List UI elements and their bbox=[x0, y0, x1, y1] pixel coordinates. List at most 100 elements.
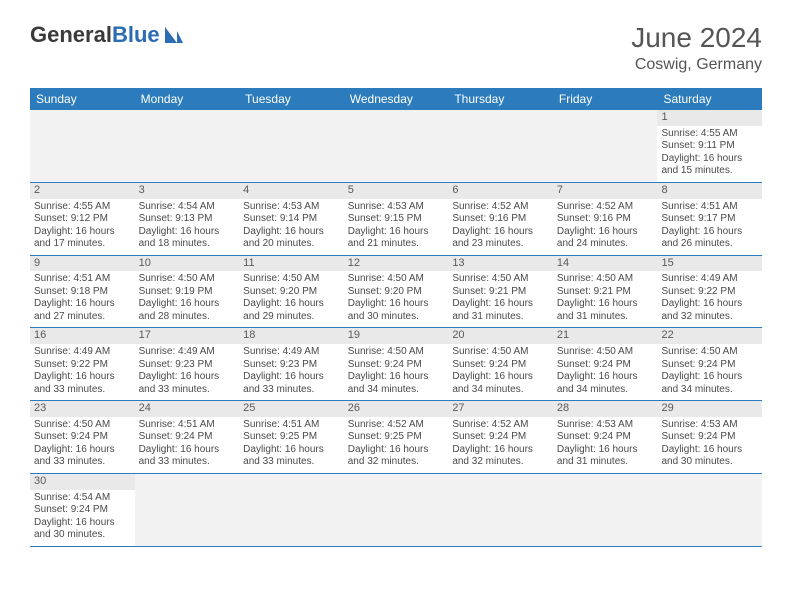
sunrise-text: Sunrise: 4:50 AM bbox=[348, 273, 445, 286]
calendar-week: 30Sunrise: 4:54 AMSunset: 9:24 PMDayligh… bbox=[30, 474, 762, 547]
day-number: 26 bbox=[344, 401, 449, 417]
calendar-cell-empty: . bbox=[344, 110, 449, 182]
day-number: 21 bbox=[553, 328, 658, 344]
sunrise-text: Sunrise: 4:55 AM bbox=[34, 201, 131, 214]
sunrise-text: Sunrise: 4:50 AM bbox=[243, 273, 340, 286]
calendar-cell: 27Sunrise: 4:52 AMSunset: 9:24 PMDayligh… bbox=[448, 401, 553, 473]
daylight-text: and 29 minutes. bbox=[243, 311, 340, 324]
daylight-text: and 33 minutes. bbox=[243, 456, 340, 469]
dayhdr-tue: Tuesday bbox=[239, 88, 344, 110]
sunrise-text: Sunrise: 4:50 AM bbox=[452, 346, 549, 359]
calendar-cell-empty: . bbox=[30, 110, 135, 182]
calendar-cell: 24Sunrise: 4:51 AMSunset: 9:24 PMDayligh… bbox=[135, 401, 240, 473]
sunset-text: Sunset: 9:23 PM bbox=[243, 359, 340, 372]
sunrise-text: Sunrise: 4:50 AM bbox=[557, 273, 654, 286]
sunrise-text: Sunrise: 4:49 AM bbox=[661, 273, 758, 286]
calendar-cell: 13Sunrise: 4:50 AMSunset: 9:21 PMDayligh… bbox=[448, 256, 553, 328]
calendar-cell: 26Sunrise: 4:52 AMSunset: 9:25 PMDayligh… bbox=[344, 401, 449, 473]
daylight-text: and 32 minutes. bbox=[348, 456, 445, 469]
sunrise-text: Sunrise: 4:50 AM bbox=[348, 346, 445, 359]
sunset-text: Sunset: 9:21 PM bbox=[452, 286, 549, 299]
daylight-text: Daylight: 16 hours bbox=[243, 298, 340, 311]
brand-logo: GeneralBlue bbox=[30, 22, 185, 48]
daylight-text: and 28 minutes. bbox=[139, 311, 236, 324]
calendar-cell: 14Sunrise: 4:50 AMSunset: 9:21 PMDayligh… bbox=[553, 256, 658, 328]
daylight-text: and 17 minutes. bbox=[34, 238, 131, 251]
calendar-cell-empty: . bbox=[344, 474, 449, 546]
sunset-text: Sunset: 9:24 PM bbox=[34, 431, 131, 444]
page-header: GeneralBlue June 2024 Coswig, Germany bbox=[30, 22, 762, 74]
day-number: 30 bbox=[30, 474, 135, 490]
daylight-text: Daylight: 16 hours bbox=[243, 226, 340, 239]
calendar-cell: 17Sunrise: 4:49 AMSunset: 9:23 PMDayligh… bbox=[135, 328, 240, 400]
sunset-text: Sunset: 9:24 PM bbox=[452, 431, 549, 444]
dayhdr-wed: Wednesday bbox=[344, 88, 449, 110]
calendar-cell: 11Sunrise: 4:50 AMSunset: 9:20 PMDayligh… bbox=[239, 256, 344, 328]
daylight-text: Daylight: 16 hours bbox=[139, 371, 236, 384]
daylight-text: Daylight: 16 hours bbox=[661, 444, 758, 457]
sunrise-text: Sunrise: 4:53 AM bbox=[661, 419, 758, 432]
calendar-cell: 3Sunrise: 4:54 AMSunset: 9:13 PMDaylight… bbox=[135, 183, 240, 255]
calendar-cell-empty: . bbox=[657, 474, 762, 546]
calendar-cell: 10Sunrise: 4:50 AMSunset: 9:19 PMDayligh… bbox=[135, 256, 240, 328]
title-block: June 2024 Coswig, Germany bbox=[631, 22, 762, 74]
calendar-cell-empty: . bbox=[553, 474, 658, 546]
daylight-text: Daylight: 16 hours bbox=[348, 226, 445, 239]
calendar-cell: 6Sunrise: 4:52 AMSunset: 9:16 PMDaylight… bbox=[448, 183, 553, 255]
daylight-text: Daylight: 16 hours bbox=[139, 298, 236, 311]
sunrise-text: Sunrise: 4:50 AM bbox=[661, 346, 758, 359]
sunset-text: Sunset: 9:16 PM bbox=[557, 213, 654, 226]
daylight-text: and 21 minutes. bbox=[348, 238, 445, 251]
sunrise-text: Sunrise: 4:53 AM bbox=[557, 419, 654, 432]
daylight-text: and 31 minutes. bbox=[557, 311, 654, 324]
sunset-text: Sunset: 9:24 PM bbox=[348, 359, 445, 372]
month-title: June 2024 bbox=[631, 22, 762, 54]
sunset-text: Sunset: 9:16 PM bbox=[452, 213, 549, 226]
sunset-text: Sunset: 9:22 PM bbox=[661, 286, 758, 299]
daylight-text: and 33 minutes. bbox=[139, 456, 236, 469]
sunset-text: Sunset: 9:18 PM bbox=[34, 286, 131, 299]
daylight-text: Daylight: 16 hours bbox=[139, 226, 236, 239]
day-number: 14 bbox=[553, 256, 658, 272]
calendar-week: 23Sunrise: 4:50 AMSunset: 9:24 PMDayligh… bbox=[30, 401, 762, 474]
calendar-cell: 28Sunrise: 4:53 AMSunset: 9:24 PMDayligh… bbox=[553, 401, 658, 473]
calendar-cell: 4Sunrise: 4:53 AMSunset: 9:14 PMDaylight… bbox=[239, 183, 344, 255]
daylight-text: Daylight: 16 hours bbox=[557, 298, 654, 311]
daylight-text: and 32 minutes. bbox=[661, 311, 758, 324]
day-number: 10 bbox=[135, 256, 240, 272]
sunrise-text: Sunrise: 4:50 AM bbox=[34, 419, 131, 432]
day-number: 1 bbox=[657, 110, 762, 126]
location-label: Coswig, Germany bbox=[631, 56, 762, 74]
daylight-text: Daylight: 16 hours bbox=[557, 226, 654, 239]
daylight-text: Daylight: 16 hours bbox=[452, 371, 549, 384]
sunset-text: Sunset: 9:24 PM bbox=[661, 431, 758, 444]
calendar-cell: 23Sunrise: 4:50 AMSunset: 9:24 PMDayligh… bbox=[30, 401, 135, 473]
day-number: 29 bbox=[657, 401, 762, 417]
daylight-text: and 34 minutes. bbox=[661, 384, 758, 397]
daylight-text: Daylight: 16 hours bbox=[452, 226, 549, 239]
day-number: 8 bbox=[657, 183, 762, 199]
sunset-text: Sunset: 9:25 PM bbox=[243, 431, 340, 444]
day-number: 2 bbox=[30, 183, 135, 199]
calendar-week: 9Sunrise: 4:51 AMSunset: 9:18 PMDaylight… bbox=[30, 256, 762, 329]
dayhdr-sat: Saturday bbox=[657, 88, 762, 110]
daylight-text: Daylight: 16 hours bbox=[34, 226, 131, 239]
day-number: 7 bbox=[553, 183, 658, 199]
daylight-text: and 33 minutes. bbox=[34, 456, 131, 469]
sunrise-text: Sunrise: 4:50 AM bbox=[452, 273, 549, 286]
dayhdr-fri: Friday bbox=[553, 88, 658, 110]
day-number: 20 bbox=[448, 328, 553, 344]
sunset-text: Sunset: 9:15 PM bbox=[348, 213, 445, 226]
daylight-text: and 30 minutes. bbox=[34, 529, 131, 542]
sunset-text: Sunset: 9:24 PM bbox=[452, 359, 549, 372]
daylight-text: and 20 minutes. bbox=[243, 238, 340, 251]
sunset-text: Sunset: 9:20 PM bbox=[348, 286, 445, 299]
sunrise-text: Sunrise: 4:52 AM bbox=[452, 201, 549, 214]
sunrise-text: Sunrise: 4:51 AM bbox=[243, 419, 340, 432]
sail-icon bbox=[163, 25, 185, 45]
sunrise-text: Sunrise: 4:49 AM bbox=[243, 346, 340, 359]
daylight-text: and 33 minutes. bbox=[243, 384, 340, 397]
daylight-text: and 27 minutes. bbox=[34, 311, 131, 324]
sunset-text: Sunset: 9:23 PM bbox=[139, 359, 236, 372]
calendar-cell: 20 Sunrise: 4:50 AMSunset: 9:24 PMDayligh… bbox=[448, 328, 553, 400]
